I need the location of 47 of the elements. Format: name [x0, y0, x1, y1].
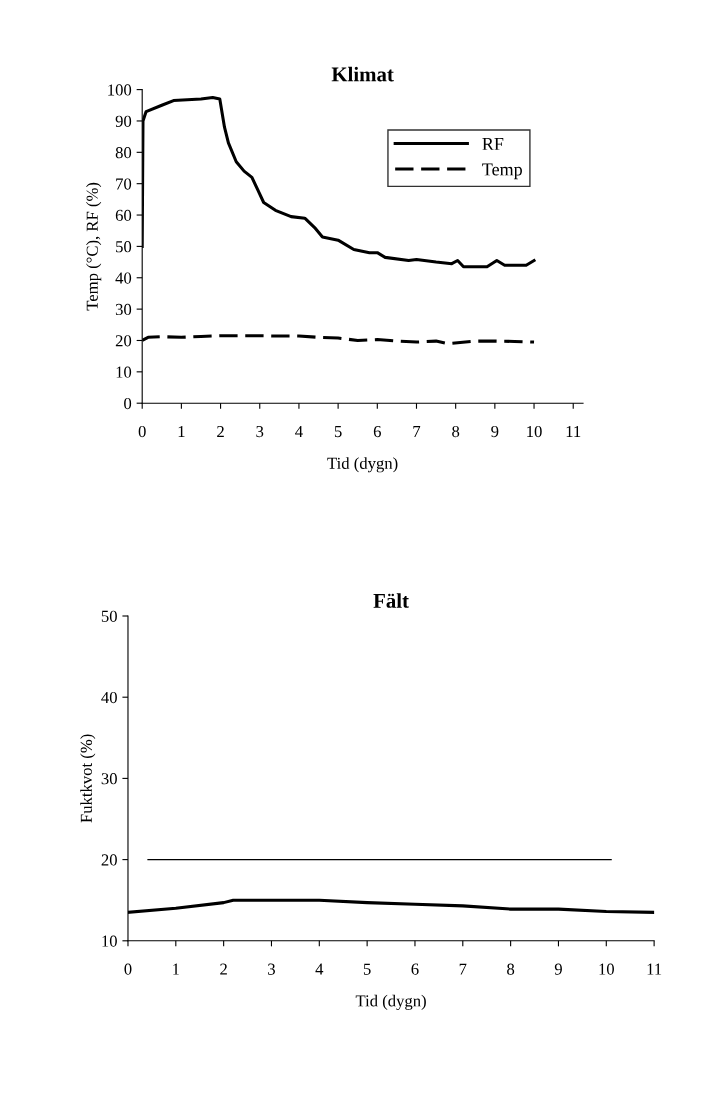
y-tick-label: 100 — [108, 84, 132, 96]
y-tick-label: 80 — [115, 147, 132, 159]
x-tick-label: 0 — [138, 425, 146, 438]
x-tick-label: 11 — [566, 425, 581, 437]
x-tick-label: 10 — [599, 963, 614, 975]
y-tick-label: 50 — [116, 241, 132, 253]
x-tick-label: 6 — [373, 425, 381, 438]
x-tick-label: 9 — [491, 425, 499, 438]
x-tick-label: 5 — [363, 963, 371, 975]
y-tick-label: 50 — [101, 610, 117, 622]
y-tick-label: 40 — [101, 691, 117, 704]
x-tick-label: 3 — [256, 425, 264, 438]
y-tick-label: 0 — [124, 397, 132, 410]
x-tick-label: 9 — [554, 963, 562, 975]
y-axis-title: Fuktkvot (%) — [80, 734, 96, 823]
x-tick-label: 7 — [413, 426, 421, 437]
x-tick-label: 8 — [507, 963, 515, 975]
y-tick-label: 20 — [101, 854, 117, 866]
y-tick-label: 90 — [115, 115, 132, 127]
x-axis-title: Tid (dygn) — [355, 994, 426, 1010]
x-tick-label: 8 — [452, 425, 460, 438]
y-tick-label: 30 — [101, 773, 117, 785]
legend-label: Temp — [482, 163, 522, 180]
x-tick-label: 7 — [459, 963, 467, 975]
legend-label: RF — [482, 138, 504, 150]
x-axis-title: Tid (dygn) — [327, 457, 398, 473]
x-tick-label: 1 — [173, 963, 179, 975]
x-tick-label: 6 — [411, 963, 419, 975]
y-tick-label: 10 — [102, 935, 117, 947]
x-tick-label: 2 — [217, 425, 224, 437]
y-axis-title: Temp (°C), RF (%) — [86, 182, 102, 311]
y-tick-label: 10 — [116, 366, 132, 378]
x-tick-label: 2 — [220, 963, 227, 975]
y-tick-label: 30 — [115, 303, 132, 316]
x-tick-label: 1 — [178, 425, 185, 437]
x-tick-label: 4 — [295, 426, 303, 437]
x-tick-label: 10 — [527, 425, 542, 438]
x-tick-label: 3 — [268, 963, 275, 975]
x-tick-label: 5 — [334, 426, 342, 438]
x-tick-label: 11 — [647, 963, 662, 975]
y-tick-label: 60 — [115, 209, 132, 221]
x-tick-label: 4 — [315, 963, 324, 975]
y-tick-label: 40 — [115, 272, 132, 284]
chart-title: Klimat — [331, 66, 394, 82]
y-tick-label: 20 — [115, 335, 132, 347]
y-tick-label: 70 — [116, 178, 132, 190]
chart-title: Fält — [373, 593, 409, 608]
